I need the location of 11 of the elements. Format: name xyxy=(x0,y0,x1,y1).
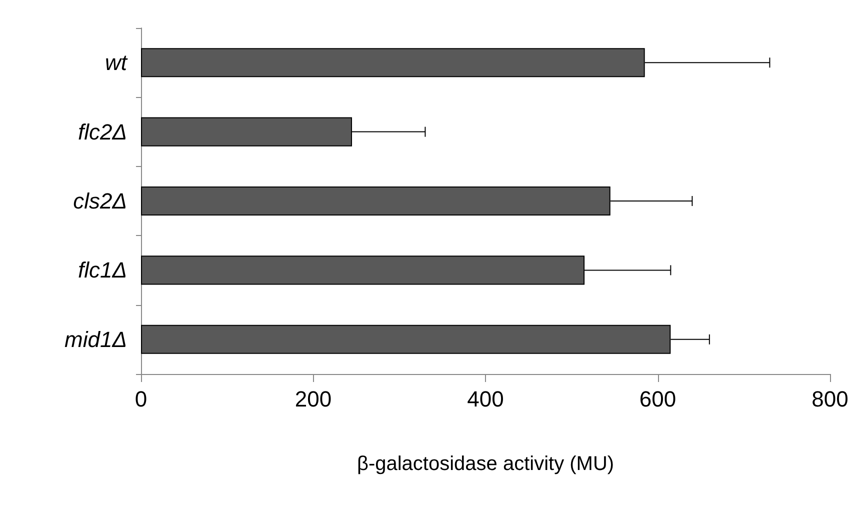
y-tick-label: cls2Δ xyxy=(73,188,127,214)
x-tick-label: 800 xyxy=(812,386,848,412)
x-tick-label: 400 xyxy=(467,386,504,412)
y-tick-label: flc1Δ xyxy=(78,258,127,283)
x-axis-title: β-galactosidase activity (MU) xyxy=(356,453,614,475)
x-tick-label: 200 xyxy=(294,386,332,412)
y-tick-label: flc2Δ xyxy=(78,119,127,144)
x-tick-label: 0 xyxy=(134,386,148,412)
y-tick-label: mid1Δ xyxy=(64,326,127,352)
x-tick-label: 600 xyxy=(639,386,676,412)
y-tick-label: wt xyxy=(105,50,128,76)
